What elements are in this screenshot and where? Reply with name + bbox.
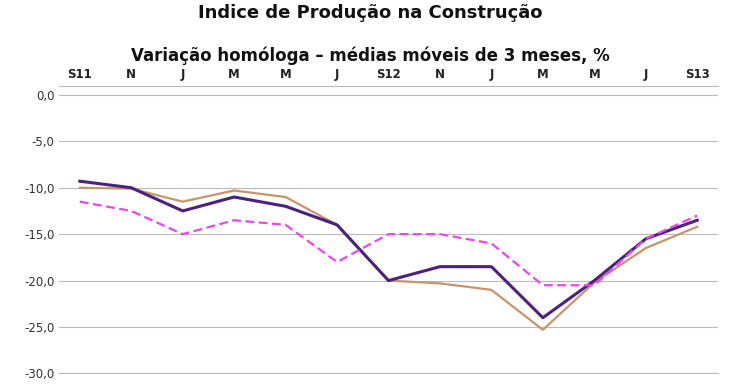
Text: Indice de Produção na Construção: Indice de Produção na Construção [198,4,542,22]
Text: Variação homóloga – médias móveis de 3 meses, %: Variação homóloga – médias móveis de 3 m… [131,47,609,65]
